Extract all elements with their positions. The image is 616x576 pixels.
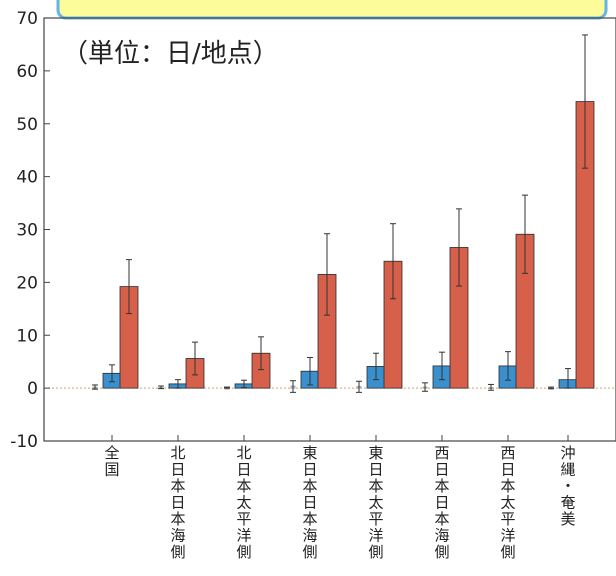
x-tick-label: 北日本日本海側 xyxy=(170,444,185,561)
y-tick-label: 20 xyxy=(16,273,38,293)
x-axis: 全国 北日本日本海側 北日本太平洋側 東日本日本海側 東日本太平洋側 西日本日本海側 西日本… xyxy=(104,435,576,561)
y-tick-label: 60 xyxy=(16,62,38,82)
title-banner xyxy=(56,0,608,20)
x-tick-label: 東日本日本海側 xyxy=(302,444,317,561)
y-tick-label: 0 xyxy=(27,379,38,399)
bar-series-group xyxy=(92,101,595,390)
x-tick-label: 北日本太平洋側 xyxy=(236,444,251,561)
y-tick-label: 70 xyxy=(16,9,38,29)
y-tick-label: 50 xyxy=(16,115,38,135)
x-tick-label: 全国 xyxy=(104,444,119,479)
x-tick-label: 沖縄・奄美 xyxy=(560,444,575,528)
y-tick-label: 10 xyxy=(16,326,38,346)
y-tick-label: 30 xyxy=(16,221,38,241)
x-tick-label: 西日本太平洋側 xyxy=(500,444,515,561)
y-tick-label: -10 xyxy=(10,432,38,452)
x-tick-label: 西日本日本海側 xyxy=(434,444,449,561)
y-tick-label: 40 xyxy=(16,168,38,188)
unit-label: （単位：日/地点） xyxy=(62,39,279,69)
error-bar-group xyxy=(92,34,588,393)
y-axis: -10 0 10 20 30 40 50 60 70 xyxy=(10,9,50,452)
x-tick-label: 東日本太平洋側 xyxy=(368,444,383,561)
